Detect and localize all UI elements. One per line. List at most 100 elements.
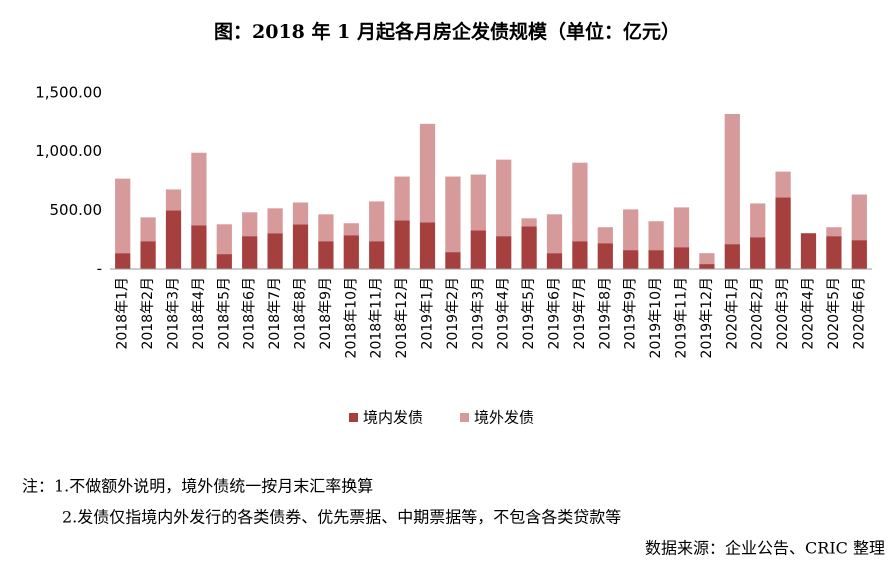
bar-segment: [496, 159, 512, 237]
bar-segment: [165, 210, 182, 269]
bar-segment: [775, 197, 791, 269]
bar-segment: [750, 237, 766, 269]
bar-segment: [369, 241, 385, 269]
bar-segment: [648, 250, 664, 269]
x-tick-label: 2020年2月: [750, 277, 766, 350]
bar-segment: [216, 224, 232, 255]
x-tick-label: 2019年9月: [623, 277, 639, 350]
bar-segment: [369, 201, 385, 242]
bar-segment: [267, 233, 283, 269]
bar-segment: [623, 209, 639, 251]
bar-segment: [470, 230, 486, 269]
x-tick-label: 2018年10月: [343, 277, 359, 358]
bar-segment: [115, 253, 131, 269]
legend-swatch: [349, 413, 358, 422]
y-tick-label: 1,000.00: [35, 142, 102, 160]
bar-segment: [572, 241, 588, 269]
x-tick-label: 2018年2月: [140, 277, 156, 350]
x-tick-label: 2019年4月: [496, 277, 512, 350]
legend-swatch: [460, 413, 469, 422]
bar-segment: [724, 114, 740, 245]
bar-segment: [292, 202, 309, 225]
bar-segment: [343, 235, 359, 269]
note: 注：1.不做额外说明，境外债统一按月末汇率换算: [22, 477, 373, 496]
x-tick-label: 2020年4月: [801, 277, 817, 350]
x-tick-label: 2018年7月: [267, 277, 283, 350]
bar-segment: [851, 194, 867, 241]
bar-segment: [292, 224, 309, 269]
bar-segment: [546, 214, 563, 254]
x-tick-label: 2018年1月: [115, 277, 131, 350]
x-tick-label: 2019年8月: [597, 277, 613, 350]
bar-segment: [191, 152, 207, 226]
bar-segment: [470, 174, 486, 231]
bar-segment: [445, 252, 461, 269]
x-tick-label: 2019年1月: [420, 277, 436, 350]
x-tick-label: 2018年12月: [394, 277, 410, 358]
x-tick-label: 2020年1月: [724, 277, 740, 350]
bar-segment: [673, 247, 690, 269]
x-tick-label: 2018年8月: [293, 277, 309, 350]
x-tick-label: 2018年5月: [216, 277, 232, 350]
x-tick-label: 2020年6月: [851, 277, 867, 350]
bar-segment: [521, 226, 537, 269]
bar-segment: [775, 171, 791, 198]
x-tick-label: 2018年4月: [191, 277, 207, 350]
bar-segment: [242, 236, 258, 269]
bar-segment: [343, 223, 359, 236]
bar-segment: [572, 162, 588, 242]
x-tick-label: 2019年6月: [547, 277, 563, 350]
bar-segment: [318, 214, 334, 242]
legend-label: 境内发债: [363, 409, 423, 427]
bar-segment: [623, 250, 639, 269]
bar-segment: [724, 244, 740, 269]
x-tick-label: 2020年5月: [826, 277, 842, 350]
bar-segment: [699, 264, 715, 269]
legend-label: 境外发债: [474, 409, 534, 427]
x-tick-label: 2019年11月: [674, 277, 690, 358]
bar-segment: [140, 217, 156, 242]
bar-segment: [394, 176, 410, 221]
x-tick-label: 2018年9月: [318, 277, 334, 350]
bar-segment: [165, 189, 182, 211]
bar-segment: [597, 227, 613, 244]
x-tick-label: 2019年10月: [648, 277, 664, 358]
bar-segment: [191, 225, 207, 269]
note: 2.发债仅指境内外发行的各类债券、优先票据、中期票据等，不包含各类贷款等: [62, 508, 621, 527]
bar-segment: [546, 253, 563, 269]
bar-segment: [419, 123, 436, 223]
bar-segment: [851, 240, 867, 269]
bar-segment: [267, 208, 283, 234]
bar-segment: [242, 212, 258, 237]
x-tick-label: 2018年3月: [166, 277, 182, 350]
bar-segment: [826, 227, 842, 237]
x-tick-label: 2019年2月: [445, 277, 461, 350]
bar-segment: [521, 218, 537, 227]
bar-segment: [597, 243, 613, 269]
bar-segment: [419, 222, 436, 269]
bar-segment: [445, 176, 461, 253]
y-tick-label: 1,500.00: [35, 84, 102, 102]
bar-segment: [216, 254, 232, 269]
x-tick-label: 2019年3月: [470, 277, 486, 350]
x-tick-label: 2018年11月: [369, 277, 385, 358]
bar-segment: [318, 241, 334, 269]
bar-segment: [800, 233, 817, 269]
bar-segment: [673, 207, 690, 248]
x-tick-label: 2019年12月: [699, 277, 715, 358]
source: 数据来源：企业公告、CRIC 整理: [645, 539, 885, 558]
bar-segment: [496, 236, 512, 269]
bar-segment: [115, 178, 131, 254]
x-tick-label: 2019年7月: [572, 277, 588, 350]
bar-segment: [140, 241, 156, 269]
bar-segment: [394, 220, 410, 269]
bar-segment: [750, 203, 766, 238]
x-tick-label: 2018年6月: [242, 277, 258, 350]
chart-title: 图：2018 年 1 月起各月房企发债规模（单位：亿元）: [214, 20, 680, 43]
y-tick-label: -: [97, 260, 102, 278]
x-tick-label: 2020年3月: [775, 277, 791, 350]
bar-segment: [826, 236, 842, 269]
bar-segment: [648, 221, 664, 251]
y-tick-label: 500.00: [50, 201, 103, 219]
